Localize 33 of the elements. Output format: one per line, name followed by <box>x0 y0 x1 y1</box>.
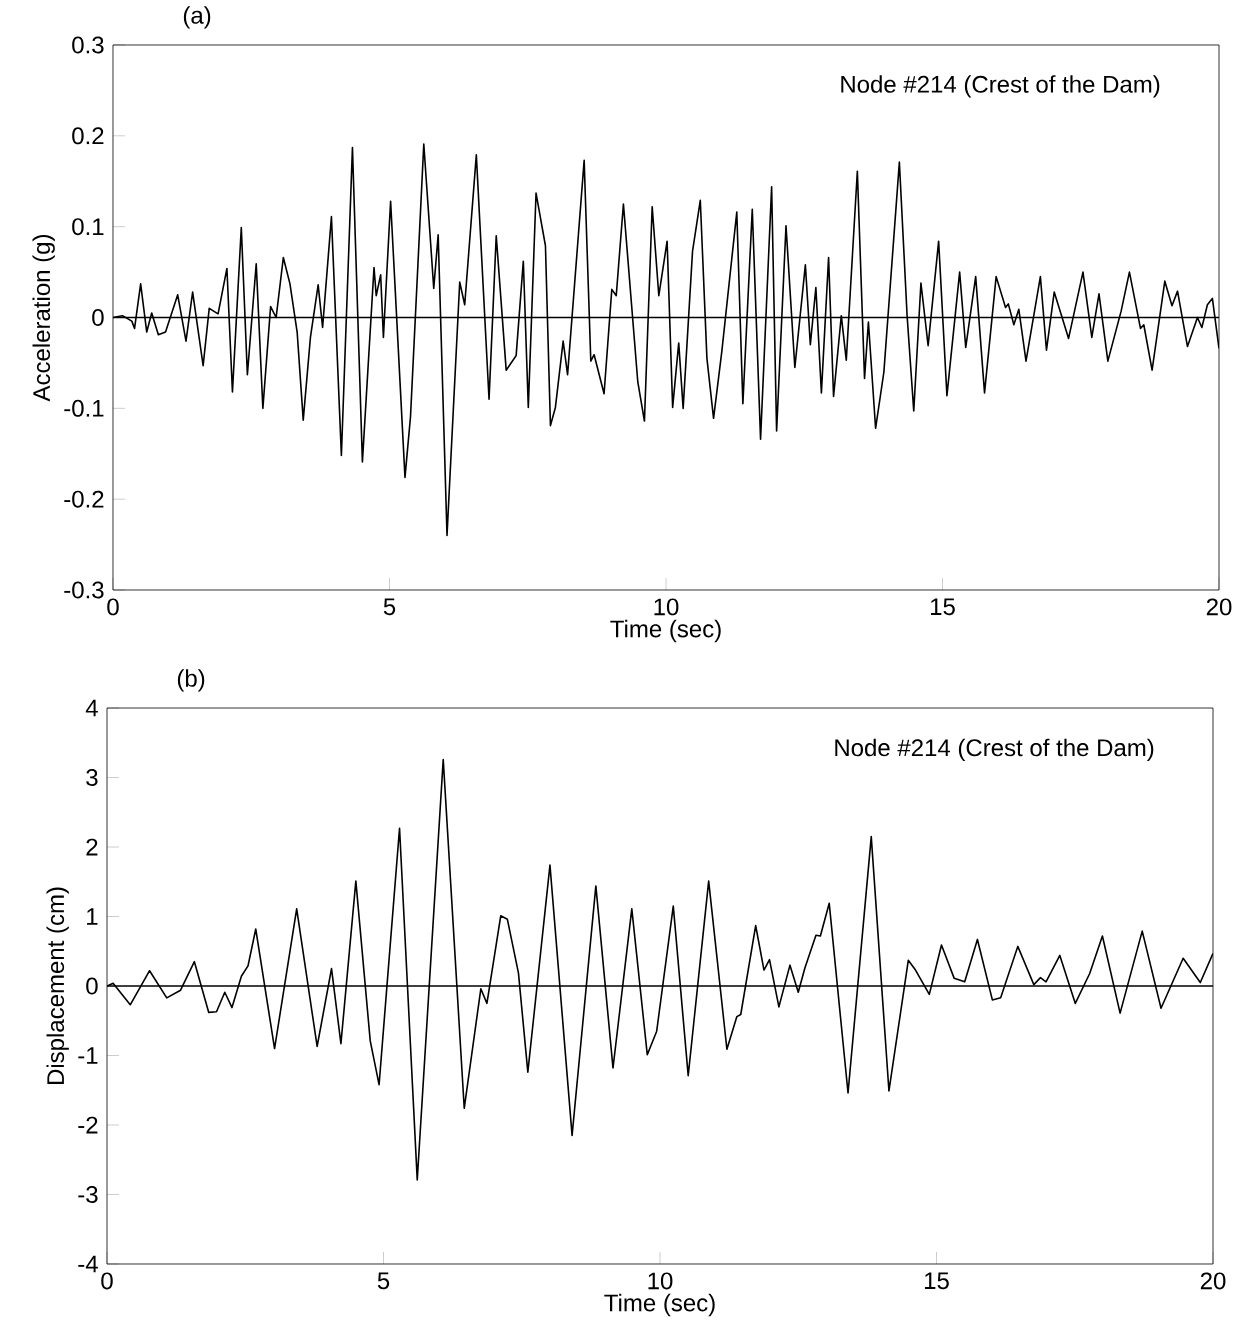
chart-title: (a) <box>183 6 211 29</box>
y-tick-label: 4 <box>85 699 98 717</box>
y-tick-label: 2 <box>86 838 98 856</box>
y-tick-label: 0.2 <box>72 127 104 145</box>
y-tick-label: -4 <box>78 1255 98 1273</box>
y-tick-label: -2 <box>78 1116 98 1134</box>
x-tick-label: 10 <box>648 1272 673 1290</box>
y-tick-label: -0.1 <box>64 399 104 417</box>
y-tick-label: 0 <box>92 309 104 326</box>
annotation: Node #214 (Crest of the Dam) <box>835 738 1154 761</box>
y-tick-label: -0.3 <box>64 581 104 599</box>
x-tick-label: 20 <box>1200 1272 1226 1290</box>
x-tick-label: 20 <box>1206 598 1232 616</box>
x-axis-title: Time (sec) <box>610 619 721 643</box>
y-tick-label: -1 <box>78 1047 98 1064</box>
y-tick-label: 0.3 <box>72 36 104 54</box>
x-tick-label: 15 <box>930 598 955 616</box>
annotation: Node #214 (Crest of the Dam) <box>841 75 1160 98</box>
chart-title: (b) <box>177 669 205 692</box>
x-tick-label: 5 <box>377 1272 390 1290</box>
x-axis-title: Time (sec) <box>604 1293 715 1317</box>
x-tick-label: 10 <box>654 598 679 616</box>
y-tick-label: -3 <box>78 1186 98 1203</box>
x-tick-label: 15 <box>924 1272 949 1290</box>
x-tick-label: 0 <box>107 598 119 616</box>
y-tick-label: 3 <box>86 769 98 786</box>
x-tick-label: 5 <box>383 598 396 616</box>
y-tick-label: 0.1 <box>72 218 104 236</box>
y-tick-label: 1 <box>87 908 98 925</box>
y-axis-title: Displacement (cm) <box>46 887 69 1085</box>
y-tick-label: 0 <box>86 977 98 995</box>
y-axis-title: Acceleration (g) <box>32 235 55 402</box>
y-tick-label: -0.2 <box>64 490 104 508</box>
